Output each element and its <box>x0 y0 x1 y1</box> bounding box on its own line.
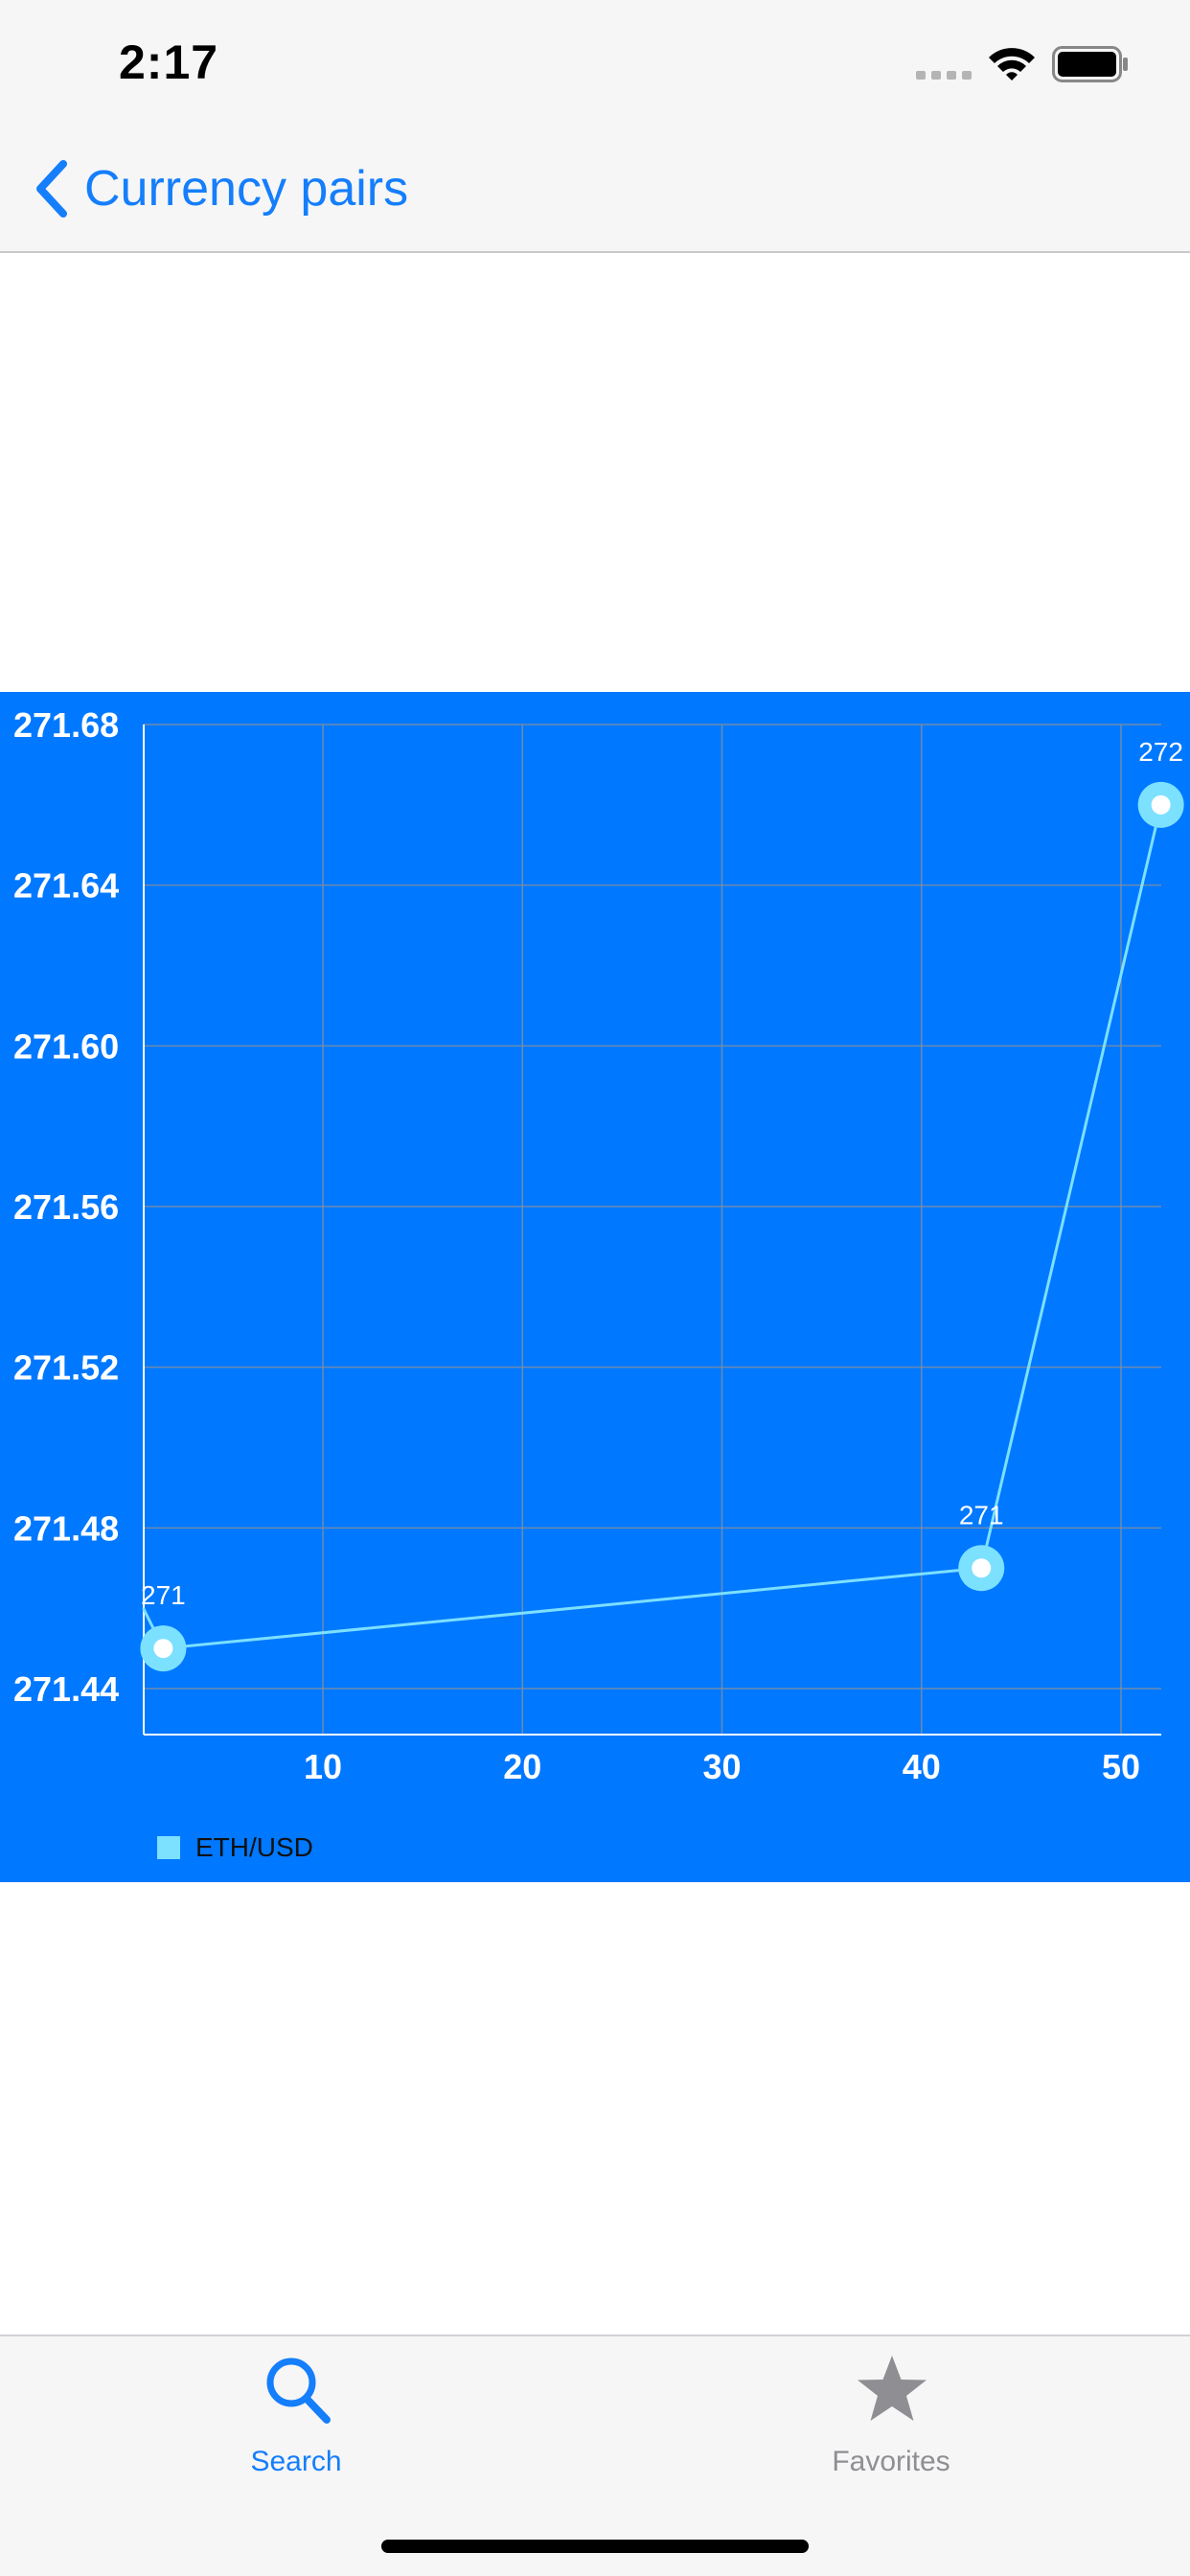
price-chart: 271.68 271.64 271.60 271.56 271.52 271.48 271.… <box>0 692 1190 1882</box>
star-icon <box>858 2356 927 2421</box>
status-bar: 2:17 <box>0 0 1190 126</box>
y-tick-label: 271.44 <box>13 1669 119 1709</box>
status-time: 2:17 <box>119 35 219 89</box>
y-tick-label: 271.64 <box>13 866 119 906</box>
y-tick-label: 271.56 <box>13 1187 119 1227</box>
tab-favorites[interactable]: Favorites <box>747 2354 1035 2488</box>
tab-favorites-label: Favorites <box>832 2446 950 2477</box>
legend-label: ETH/USD <box>195 1832 313 1862</box>
x-tick-label: 10 <box>304 1747 342 1786</box>
data-label: 271 <box>959 1500 1004 1530</box>
back-button-label: Currency pairs <box>84 161 409 217</box>
chart-legend: ETH/USD <box>157 1832 313 1863</box>
tab-search-label: Search <box>250 2446 342 2477</box>
line-chart: 271.68 271.64 271.60 271.56 271.52 271.48 271.… <box>13 705 1184 1786</box>
wifi-icon <box>989 48 1035 80</box>
x-tick-label: 20 <box>503 1747 541 1786</box>
home-indicator <box>381 2540 809 2553</box>
y-tick-label: 271.48 <box>13 1508 119 1548</box>
data-point-center <box>1151 794 1171 815</box>
y-tick-label: 271.52 <box>13 1348 119 1388</box>
x-tick-label: 50 <box>1102 1747 1140 1786</box>
data-point-center <box>972 1558 992 1578</box>
data-label: 272 <box>1138 737 1183 767</box>
back-button[interactable]: Currency pairs <box>33 155 408 222</box>
x-tick-label: 40 <box>903 1747 941 1786</box>
data-point-center <box>153 1639 173 1659</box>
cellular-signal-icon <box>916 71 972 80</box>
y-tick-label: 271.60 <box>13 1026 119 1066</box>
data-label: 271 <box>141 1580 186 1610</box>
series-line-eth-usd <box>142 804 1163 1650</box>
chevron-left-icon <box>36 160 67 218</box>
y-tick-label: 271.68 <box>13 705 119 745</box>
search-icon <box>266 2358 331 2424</box>
navigation-bar: Currency pairs <box>0 126 1190 253</box>
tab-bar: Search Favorites <box>0 2334 1190 2576</box>
x-tick-label: 30 <box>702 1747 741 1786</box>
legend-swatch <box>157 1836 180 1859</box>
tab-search[interactable]: Search <box>152 2354 440 2488</box>
battery-icon <box>1052 46 1128 82</box>
